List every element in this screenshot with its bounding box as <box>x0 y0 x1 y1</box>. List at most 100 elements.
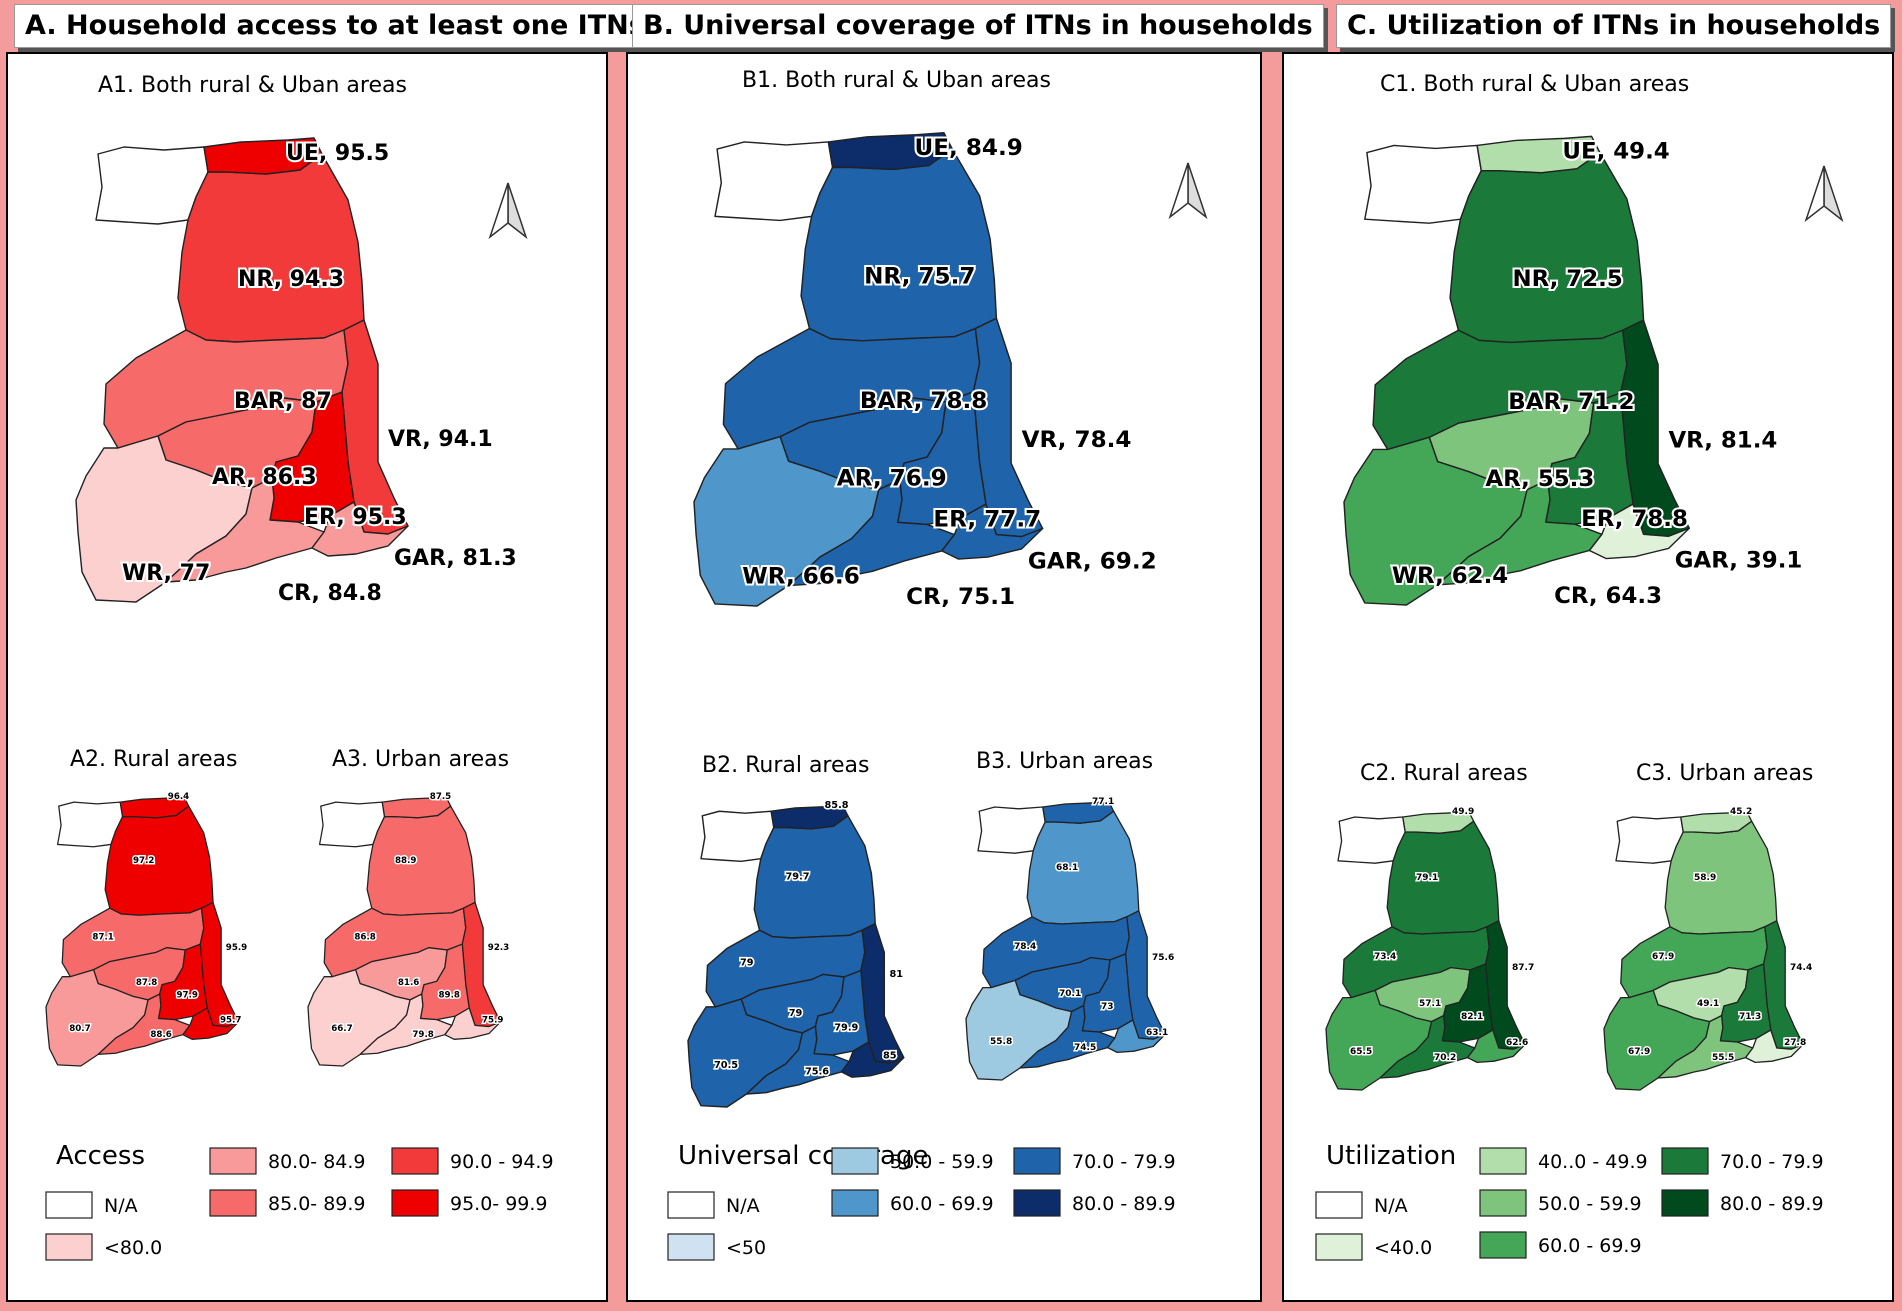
legend-swatch <box>391 1147 439 1175</box>
legend-swatch <box>1661 1147 1709 1175</box>
region-label-er: ER, 78.8 <box>1581 507 1688 533</box>
region-label-bar: 78.4 <box>1014 942 1036 952</box>
region-nr <box>1386 820 1500 935</box>
map-b1-title: B1. Both rural & Uban areas <box>742 68 1051 93</box>
region-nr <box>104 805 214 916</box>
panel-c: C1. Both rural & Uban areas NR, 72.5 UE, … <box>1282 52 1894 1302</box>
region-label-vr: VR, 81.4 <box>1668 428 1777 454</box>
region-label-vr: 74.4 <box>1790 963 1812 973</box>
region-label-ue: 87.5 <box>430 792 451 802</box>
legend-swatch <box>45 1233 93 1261</box>
region-ue <box>770 804 849 830</box>
region-label-cr: CR, 64.3 <box>1554 583 1662 609</box>
region-label-wr: WR, 62.4 <box>1392 563 1508 589</box>
region-label-vr: VR, 78.4 <box>1022 427 1132 453</box>
region-nr <box>1449 151 1645 344</box>
region-ue <box>1680 810 1753 834</box>
region-label-gar: 75.9 <box>482 1016 503 1026</box>
legend-label: 85.0- 89.9 <box>268 1193 366 1215</box>
region-label-bar: 86.8 <box>354 933 375 943</box>
region-label-gar: GAR, 39.1 <box>1675 548 1803 574</box>
region-gar <box>182 1007 240 1040</box>
legend-label: 60.0 - 69.9 <box>1538 1235 1642 1257</box>
legend-swatch <box>1315 1233 1363 1261</box>
region-label-er: 97.9 <box>177 991 198 1001</box>
region-label-wr: 67.9 <box>1628 1047 1650 1057</box>
map-a1-title: A1. Both rural & Uban areas <box>98 73 407 98</box>
legend-swatch <box>831 1189 879 1217</box>
panel-b-title: B. Universal coverage of ITNs in househo… <box>632 4 1324 48</box>
region-label-cr: 74.5 <box>1074 1043 1096 1053</box>
region-label-er: 89.8 <box>439 991 460 1001</box>
region-label-bar: 67.9 <box>1652 952 1674 962</box>
region-gar <box>941 503 1044 560</box>
legend-c: Utilization N/A <40.0 40..0 - 49.9 50.0 - 59… <box>1315 1141 1824 1261</box>
region-label-wr: 80.7 <box>69 1024 90 1034</box>
legend-label: N/A <box>104 1195 138 1217</box>
map-a2-title: A2. Rural areas <box>70 747 237 772</box>
region-label-ar: 49.1 <box>1697 999 1719 1009</box>
legend-swatch <box>667 1191 715 1219</box>
legend-b: Universal coverage N/A <50 50.0 - 59.9 60.0 … <box>667 1141 1176 1261</box>
panel-c-canvas: C1. Both rural & Uban areas NR, 72.5 UE, … <box>1315 72 1844 1261</box>
region-label-bar: 79 <box>740 957 754 968</box>
region-cr <box>359 993 453 1056</box>
region-nr <box>177 153 365 343</box>
legend-label: <40.0 <box>1374 1237 1432 1259</box>
map-b2: 79.7 85.8 79 81 79 79.9 70.5 75.6 85 <box>687 798 905 1108</box>
panel-a: A1. Both rural & Uban areas NR, 94.3 UE, … <box>6 52 608 1302</box>
legend-label: 80.0 - 89.9 <box>1720 1193 1824 1215</box>
region-label-ue: 96.4 <box>168 792 189 802</box>
map-a2: 97.2 96.4 87.1 95.9 87.8 97.9 80.7 88.6 95.7 <box>45 791 249 1067</box>
legend-a: Access N/A <80.0 80.0- 84.9 85.0- 89.9 90.0 -… <box>45 1141 554 1261</box>
region-label-ar: 87.8 <box>136 978 157 988</box>
region-label-bar: 73.4 <box>1374 952 1396 962</box>
region-label-wr: 70.5 <box>714 1060 738 1071</box>
region-label-er: 71.3 <box>1739 1012 1761 1022</box>
legend-label: 80.0- 84.9 <box>268 1151 366 1173</box>
region-label-cr: 75.6 <box>805 1067 829 1078</box>
panel-a-title: A. Household access to at least one ITNs <box>14 4 656 48</box>
map-b3: 68.1 77.1 78.4 75.6 70.1 73 55.8 74.5 63.1 <box>965 795 1176 1081</box>
region-nr <box>1026 810 1140 925</box>
region-label-bar: BAR, 87 <box>234 389 332 414</box>
region-cr <box>97 993 191 1056</box>
legend-label: 80.0 - 89.9 <box>1072 1193 1176 1215</box>
region-label-ue: 49.9 <box>1452 807 1474 817</box>
legend-label: 70.0 - 79.9 <box>1072 1151 1176 1173</box>
legend-label: 90.0 - 94.9 <box>450 1151 554 1173</box>
region-label-gar: 63.1 <box>1146 1028 1168 1038</box>
panel-a-canvas: A1. Both rural & Uban areas NR, 94.3 UE, … <box>45 73 554 1261</box>
map-b1: NR, 75.7 UE, 84.9 BAR, 78.8 VR, 78.4 AR, 76.… <box>693 132 1159 612</box>
legend-label: N/A <box>726 1195 760 1217</box>
map-c1-title: C1. Both rural & Uban areas <box>1380 72 1689 97</box>
region-ue <box>119 796 190 819</box>
region-gar <box>1466 1029 1526 1064</box>
legend-label: 70.0 - 79.9 <box>1720 1151 1824 1173</box>
region-ue <box>827 132 954 171</box>
map-b3-title: B3. Urban areas <box>976 749 1153 774</box>
region-label-vr: 75.6 <box>1152 953 1174 963</box>
legend-label: 60.0 - 69.9 <box>890 1193 994 1215</box>
legend-label: 95.0- 99.9 <box>450 1193 548 1215</box>
region-label-er: 82.1 <box>1461 1012 1483 1022</box>
panel-c-title: C. Utilization of ITNs in households <box>1336 4 1892 48</box>
region-label-cr: 88.6 <box>150 1030 171 1040</box>
region-label-wr: WR, 66.6 <box>742 564 859 590</box>
region-label-wr: 65.5 <box>1350 1047 1372 1057</box>
region-gar <box>1744 1029 1804 1064</box>
region-label-cr: 70.2 <box>1434 1053 1456 1063</box>
region-ue <box>381 796 452 819</box>
region-label-er: ER, 77.7 <box>933 507 1041 533</box>
region-label-cr: 55.5 <box>1712 1053 1734 1063</box>
region-label-wr: WR, 77 <box>122 561 210 586</box>
region-label-er: 79.9 <box>834 1022 858 1033</box>
map-c1: NR, 72.5 UE, 49.4 BAR, 71.2 VR, 81.4 AR, 55.… <box>1343 135 1804 611</box>
region-label-bar: 87.1 <box>92 933 113 943</box>
panel-b: B1. Both rural & Uban areas NR, 75.7 UE, … <box>626 52 1262 1302</box>
north-arrow-left-half <box>1823 165 1844 223</box>
region-label-ar: 70.1 <box>1059 989 1081 999</box>
legend-swatch <box>1479 1147 1527 1175</box>
region-label-nr: NR, 75.7 <box>864 264 975 290</box>
north-arrow-right-half <box>1804 165 1825 223</box>
